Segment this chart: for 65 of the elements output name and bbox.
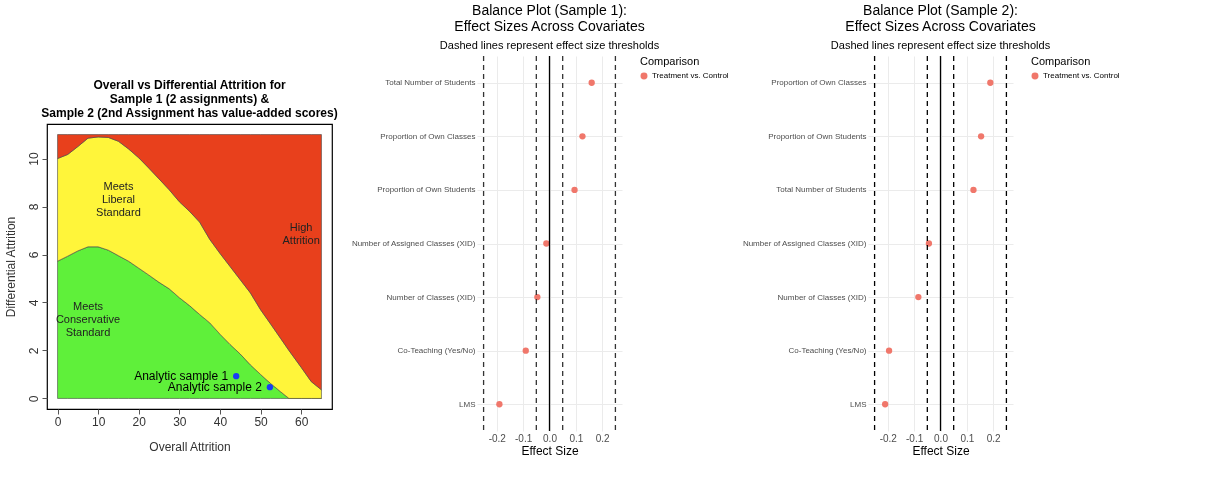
y-tick-label: 8 <box>26 203 41 211</box>
x-tick-label: 20 <box>132 414 147 429</box>
y-tick-label: Co-Teaching (Yes/No) <box>788 346 867 356</box>
series-label: Meets Liberal Standard <box>96 180 141 219</box>
x-axis-title: Effect Size <box>521 443 579 458</box>
y-tick-label: LMS <box>850 399 867 409</box>
y-tick-label: Number of Assigned Classes (XID) <box>351 239 476 248</box>
point <box>571 186 578 194</box>
x-tick-label: 0.2 <box>595 432 611 444</box>
chart-subtitle: Dashed lines represent effect size thresholds <box>830 39 1051 52</box>
y-tick-label: Number of Assigned Classes (XID) <box>742 239 867 248</box>
y-tick-label: Total Number of Students <box>776 185 867 195</box>
point <box>970 186 977 194</box>
chart-subtitle: Dashed lines represent effect size thresholds <box>439 39 660 52</box>
x-tick-label: -0.2 <box>879 432 898 444</box>
legend-label: Treatment vs. Control <box>1043 71 1120 80</box>
point <box>543 240 550 247</box>
x-tick-label: -0.1 <box>515 432 533 444</box>
x-tick-label: 40 <box>213 414 228 429</box>
legend-title: Comparison <box>1031 55 1091 67</box>
chart-title: Balance Plot (Sample 2): Effect Sizes Across Covariates <box>845 2 1036 35</box>
x-tick-label: 30 <box>173 414 187 429</box>
x-tick-label: 60 <box>294 414 309 429</box>
x-tick-label: 50 <box>254 414 269 429</box>
legend-label: Treatment vs. Control <box>652 71 729 80</box>
y-tick-label: 0 <box>26 395 41 403</box>
y-tick-label: Proportion of Own Students <box>768 131 867 141</box>
x-tick-label: -0.2 <box>488 432 507 444</box>
x-axis-title: Effect Size <box>912 443 970 458</box>
point <box>987 79 994 86</box>
point <box>881 401 889 408</box>
y-tick-label: Co-Teaching (Yes/No) <box>397 346 476 356</box>
point <box>496 401 503 408</box>
point <box>534 293 541 301</box>
point <box>915 293 922 301</box>
x-tick-label: -0.1 <box>906 432 924 444</box>
y-tick-label: LMS <box>459 399 476 409</box>
x-tick-label: 0 <box>54 414 62 429</box>
y-tick-label: 6 <box>26 251 41 259</box>
point <box>579 133 586 140</box>
x-tick-label: 10 <box>91 414 106 429</box>
y-tick-label: Number of Classes (XID) <box>777 292 867 302</box>
x-axis-title: Overall Attrition <box>149 439 231 454</box>
legend-title: Comparison <box>640 55 700 67</box>
x-tick-label: 0.1 <box>960 432 975 444</box>
y-tick-label: 2 <box>26 347 41 355</box>
point <box>588 79 595 86</box>
point <box>977 133 985 140</box>
y-tick-label: Proportion of Own Students <box>377 185 476 195</box>
x-tick-label: 0.2 <box>986 432 1002 444</box>
series-label: High Attrition <box>282 220 320 246</box>
x-tick-label: 0.0 <box>543 432 558 444</box>
y-tick-label: Total Number of Students <box>385 78 476 88</box>
point <box>885 347 893 354</box>
y-tick-label: Proportion of Own Classes <box>380 131 476 141</box>
y-tick-label: 10 <box>26 152 41 166</box>
x-tick-label: 0.1 <box>569 432 584 444</box>
y-tick-label: 4 <box>26 299 41 307</box>
y-tick-label: Number of Classes (XID) <box>386 292 476 302</box>
chart-title: Balance Plot (Sample 1): Effect Sizes Across Covariates <box>454 2 645 35</box>
x-tick-label: 0.0 <box>934 432 949 444</box>
y-tick-label: Proportion of Own Classes <box>771 78 867 88</box>
point <box>522 347 529 354</box>
chart-title: Overall vs Differential Attrition for Sample 1 (2 assignments) & Sample 2 (2nd Assignment has value-added scores) <box>41 78 338 120</box>
y-axis-title: Differential Attrition <box>3 216 18 318</box>
